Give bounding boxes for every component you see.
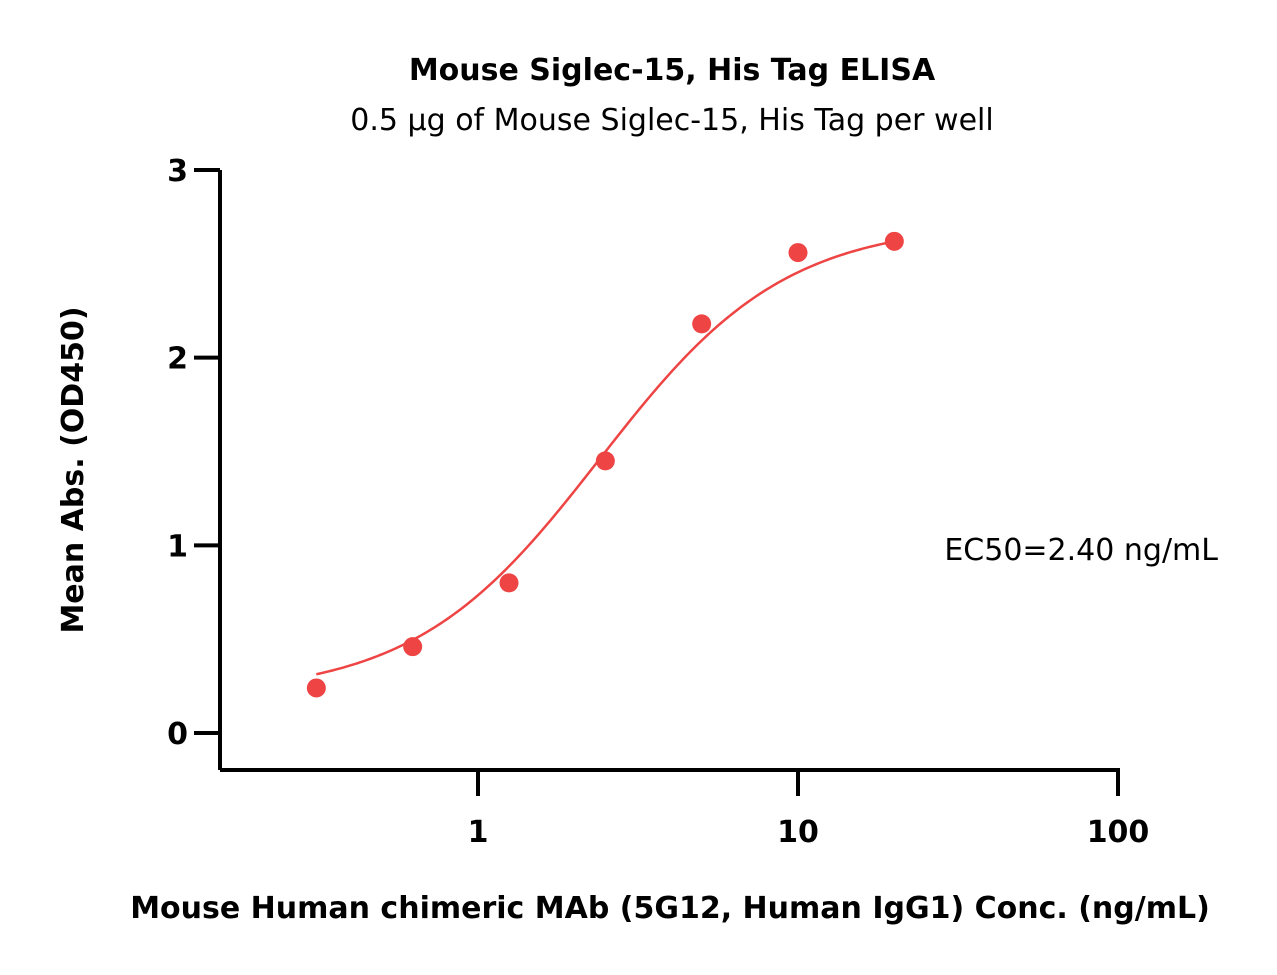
chart-title: Mouse Siglec-15, His Tag ELISA [409,53,936,88]
y-tick-label: 1 [167,529,188,564]
data-point [788,243,808,263]
x-tick-label: 10 [777,815,819,850]
data-point [306,678,326,698]
y-axis-title: Mean Abs. (OD450) [56,306,91,633]
data-point [884,231,904,251]
data-points [306,231,904,698]
y-tick-label: 2 [167,342,188,377]
y-tick-label: 3 [167,154,188,189]
y-tick-label: 0 [167,717,188,752]
data-point [403,637,423,657]
x-axis: 1 10 100 [220,768,1150,850]
data-point [692,314,712,334]
data-point [499,573,519,593]
chart-subtitle: 0.5 μg of Mouse Siglec-15, His Tag per w… [350,103,993,138]
x-axis-title: Mouse Human chimeric MAb (5G12, Human Ig… [130,891,1210,926]
x-tick-label: 100 [1087,815,1150,850]
x-tick-label: 1 [468,815,489,850]
y-axis: 0 1 2 3 [167,154,222,770]
data-point [595,451,615,471]
ec50-annotation: EC50=2.40 ng/mL [944,533,1218,568]
